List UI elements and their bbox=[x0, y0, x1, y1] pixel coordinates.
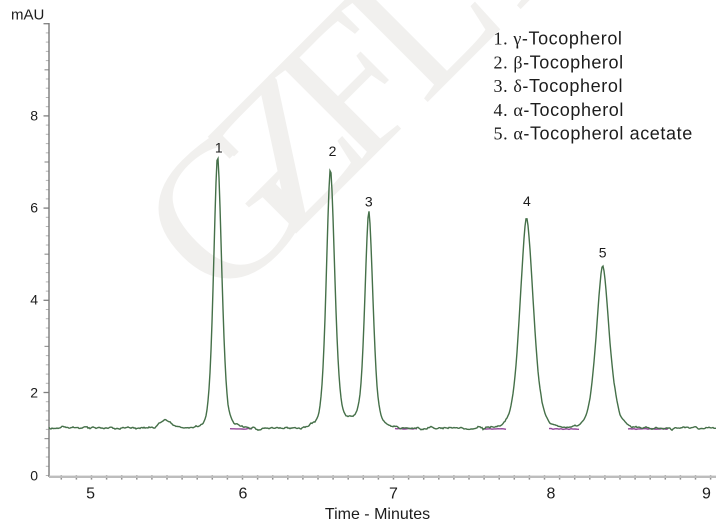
svg-text:mAU: mAU bbox=[11, 7, 44, 24]
svg-text:3. δ-Tocopherol: 3. δ-Tocopherol bbox=[494, 76, 624, 96]
svg-text:2: 2 bbox=[30, 385, 38, 401]
svg-text:5. α-Tocopherol acetate: 5. α-Tocopherol acetate bbox=[494, 124, 693, 144]
svg-text:4: 4 bbox=[523, 193, 531, 209]
svg-text:1: 1 bbox=[215, 139, 223, 155]
svg-text:7: 7 bbox=[389, 485, 398, 502]
svg-text:0: 0 bbox=[30, 468, 38, 484]
svg-text:8: 8 bbox=[30, 107, 38, 123]
svg-text:1. γ-Tocopherol: 1. γ-Tocopherol bbox=[494, 29, 623, 49]
svg-text:6: 6 bbox=[239, 485, 248, 502]
svg-text:4. α-Tocopherol: 4. α-Tocopherol bbox=[494, 100, 625, 120]
svg-text:9: 9 bbox=[702, 485, 711, 502]
svg-text:6: 6 bbox=[30, 200, 38, 216]
svg-text:4: 4 bbox=[30, 291, 38, 307]
svg-text:5: 5 bbox=[86, 485, 95, 502]
svg-text:8: 8 bbox=[547, 485, 556, 502]
svg-text:2. β-Tocopherol: 2. β-Tocopherol bbox=[494, 52, 624, 72]
svg-text:5: 5 bbox=[599, 245, 607, 261]
svg-text:3: 3 bbox=[365, 193, 373, 209]
svg-text:Time - Minutes: Time - Minutes bbox=[325, 506, 430, 523]
svg-text:2: 2 bbox=[329, 143, 337, 159]
